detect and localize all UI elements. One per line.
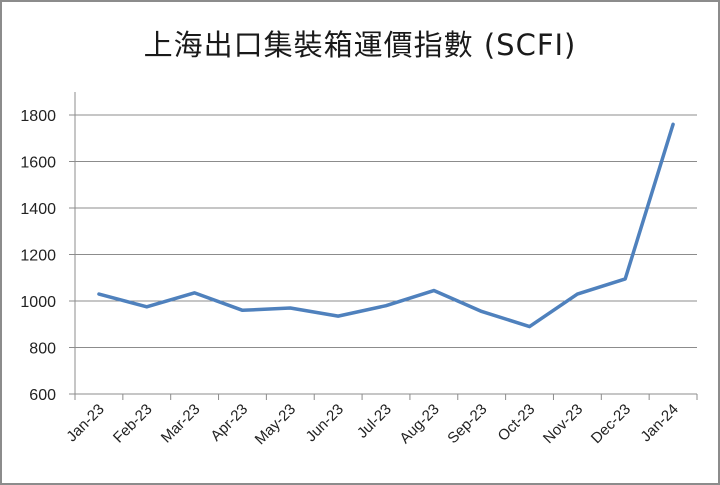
x-tick-label: May-23: [252, 401, 299, 448]
x-tick-label: Jul-23: [354, 401, 395, 442]
x-tick-label: Jan-23: [63, 401, 107, 445]
y-tick-label: 1000: [20, 294, 56, 311]
y-tick-label: 1400: [20, 201, 56, 218]
axes: [69, 92, 698, 400]
series-line-scfi: [97, 122, 675, 329]
x-tick-label: Feb-23: [110, 401, 156, 447]
x-tick-label: Nov-23: [540, 401, 586, 447]
x-tick-label: Mar-23: [158, 401, 204, 447]
y-tick-label: 1600: [20, 155, 56, 172]
x-tick-label: Apr-23: [207, 401, 251, 445]
x-tick-label: Aug-23: [396, 401, 442, 447]
y-tick-label: 1800: [20, 108, 56, 125]
gridlines: [69, 114, 697, 348]
chart-title: 上海出口集裝箱運價指數 (SCFI): [143, 28, 577, 62]
y-tick-label: 1200: [20, 248, 56, 265]
x-tick-label: Oct-23: [495, 401, 539, 445]
y-tick-label: 600: [29, 387, 56, 404]
x-tick-label: Jan-24: [637, 401, 681, 445]
x-tick-label: Sep-23: [444, 401, 490, 447]
x-tick-label: Dec-23: [588, 401, 634, 447]
x-axis-ticks: Jan-23 Feb-23 Mar-23 Apr-23 May-23 Jun-23 Jul-…: [63, 401, 682, 448]
y-axis-ticks: 600 800 1000 1200 1400 1600 1800: [20, 108, 56, 404]
x-tick-label: Jun-23: [303, 401, 347, 445]
y-tick-label: 800: [29, 341, 56, 358]
